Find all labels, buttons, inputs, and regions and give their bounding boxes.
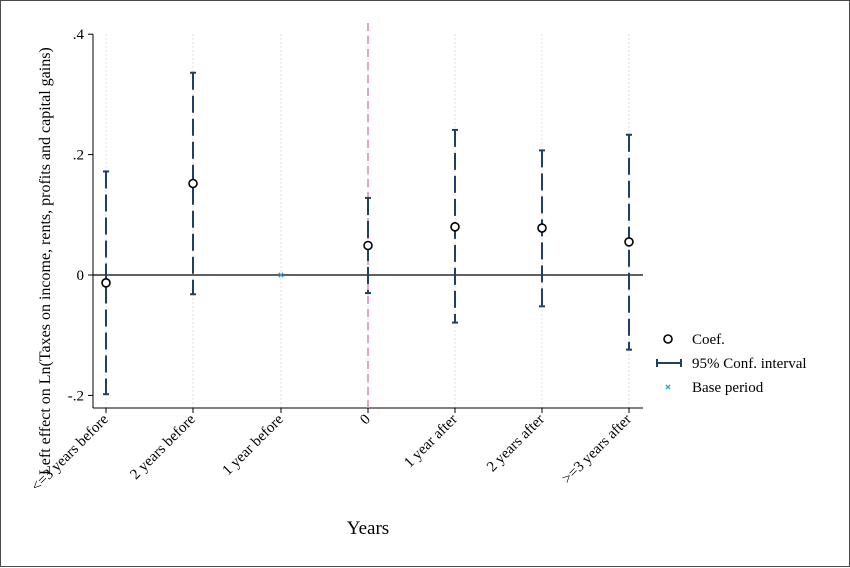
x-axis-label: Years [347,518,389,539]
x-tick-label: >=3 years after [559,412,635,488]
coef-point [101,278,111,288]
legend-label: 95% Conf. interval [692,356,807,372]
legend-label: Coef. [692,332,725,348]
legend-coef-symbol [663,334,673,344]
x-tick-label: 1 year after [401,412,461,472]
legend-base-symbol [665,384,671,390]
coef-point [188,178,198,189]
legend-label: Base period [692,380,764,396]
legend: Coef. 95% Conf. interval Base period [656,332,807,396]
x-tick-label: 0 [357,412,374,429]
y-axis-label: Left effect on Ln(Taxes on income, rents… [37,47,54,475]
y-tick-label: 0 [77,268,85,284]
y-tick-label: .4 [73,27,85,43]
coef-point [450,222,460,232]
data-layer [101,23,634,408]
x-tick-label: 2 years before [127,411,199,483]
y-tick-label: .2 [73,148,84,164]
y-tick-label: -.2 [68,388,84,404]
coef-point [363,240,373,251]
base-period-point [278,272,284,278]
x-tick-label: 1 year before [220,411,287,478]
coef-point [537,223,547,233]
x-tick-label: 2 years after [484,412,548,476]
coef-point [624,237,634,247]
axis-layer: .4.20-.2<=3 years before 2 years before 1 … [28,27,643,495]
